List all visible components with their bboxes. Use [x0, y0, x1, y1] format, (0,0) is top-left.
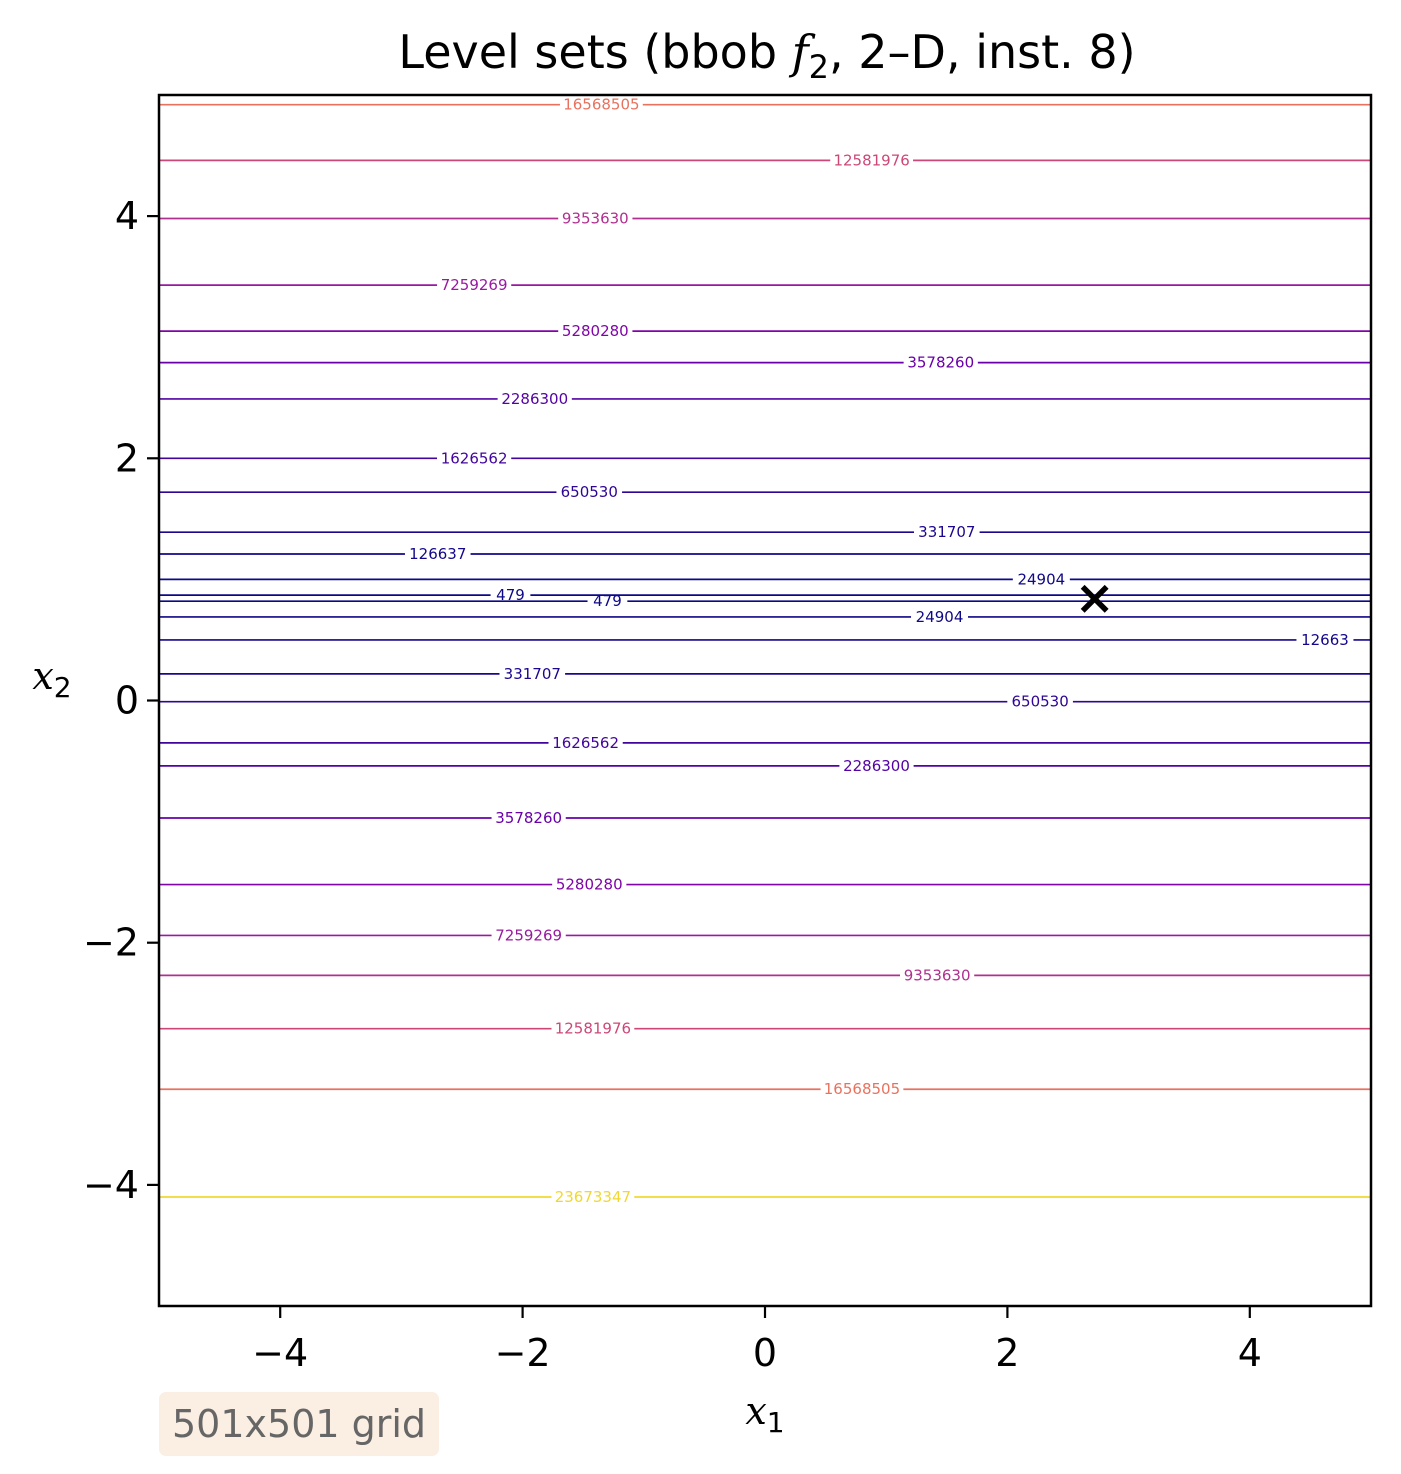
chart-title-main: Level sets (bbob — [398, 25, 791, 79]
contour-label-24: 12581976 — [555, 1020, 631, 1038]
x-axis-label-subscript: 1 — [767, 1406, 785, 1439]
contour-label-6: 2286300 — [501, 390, 568, 408]
grid-size-text: 501x501 grid — [172, 1402, 427, 1446]
x-axis-ticks: −4 −2 0 2 4 — [252, 1306, 1262, 1375]
contour-label-13: 479 — [593, 592, 622, 610]
grid-size-annotation: 501x501 grid — [159, 1392, 440, 1456]
x-tick-label-2: 0 — [753, 1331, 777, 1375]
contour-label-2: 9353630 — [562, 210, 629, 228]
x-tick-label-3: 2 — [995, 1331, 1019, 1375]
contour-label-1: 12581976 — [833, 151, 909, 169]
plot-frame — [157, 93, 1373, 1308]
y-tick-label-0: −4 — [83, 1163, 139, 1207]
x-tick-label-0: −4 — [252, 1331, 308, 1375]
y-axis-label-subscript: 2 — [54, 671, 72, 704]
contour-levels — [159, 103, 1371, 1198]
optimum-marker-stroke-b — [1080, 584, 1109, 613]
y-tick-label-2: 0 — [115, 679, 139, 723]
y-tick-label-3: 2 — [115, 436, 139, 480]
contour-label-4: 5280280 — [562, 322, 629, 340]
contour-label-12: 479 — [496, 586, 525, 604]
contour-label-20: 3578260 — [495, 809, 562, 827]
contour-label-16: 331707 — [504, 665, 561, 683]
contour-label-26: 23673347 — [555, 1188, 631, 1206]
contour-label-21: 5280280 — [556, 876, 623, 894]
contour-label-8: 650530 — [561, 483, 618, 501]
contour-label-25: 16568505 — [824, 1080, 900, 1098]
contour-label-11: 24904 — [1017, 570, 1065, 588]
y-tick-label-1: −2 — [83, 921, 139, 965]
contour-label-10: 126637 — [409, 545, 466, 563]
contour-label-18: 1626562 — [552, 734, 619, 752]
chart-title: Level sets (bbob f2, 2–D, inst. 8) — [398, 25, 1135, 86]
y-axis-label-main: x — [32, 654, 53, 698]
contour-label-15: 12663 — [1301, 631, 1349, 649]
contour-label-22: 7259269 — [495, 926, 562, 944]
y-axis-label: x2 — [32, 654, 71, 704]
chart-title-subscript: 2 — [809, 48, 829, 86]
optimum-marker-group — [1080, 584, 1109, 613]
y-axis-ticks: −4 −2 0 2 4 — [83, 194, 159, 1207]
contour-label-19: 2286300 — [843, 757, 910, 775]
contour-label-3: 7259269 — [441, 276, 508, 294]
chart-title-rest: , 2–D, inst. 8) — [829, 25, 1136, 79]
contour-labels: 16568505 12581976 9353630 7259269 5280280 357… — [409, 96, 1349, 1206]
contour-label-5: 3578260 — [907, 354, 974, 372]
x-tick-label-1: −2 — [495, 1331, 551, 1375]
contour-label-23: 9353630 — [904, 966, 971, 984]
y-tick-label-4: 4 — [115, 194, 139, 238]
contour-label-17: 650530 — [1011, 693, 1068, 711]
contour-label-9: 331707 — [918, 523, 975, 541]
contour-label-0: 16568505 — [563, 96, 639, 114]
x-axis-label: x1 — [745, 1389, 784, 1439]
contour-label-7: 1626562 — [441, 449, 508, 467]
contour-label-14: 24904 — [916, 608, 964, 626]
x-tick-label-4: 4 — [1238, 1331, 1262, 1375]
x-axis-label-main: x — [745, 1389, 766, 1433]
